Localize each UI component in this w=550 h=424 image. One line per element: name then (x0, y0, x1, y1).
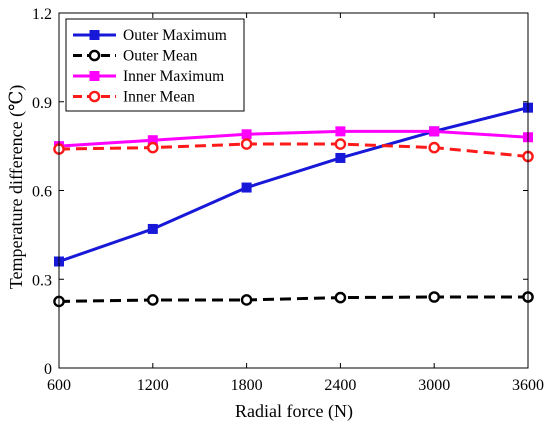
data-point (241, 129, 252, 140)
x-tick-label: 3600 (512, 377, 544, 394)
legend-marker (89, 30, 100, 40)
data-point (240, 294, 253, 306)
data-point (240, 138, 253, 150)
x-axis-title: Radial force (N) (235, 401, 353, 422)
x-tick-label: 3000 (418, 377, 450, 394)
data-point (334, 291, 347, 304)
data-point (146, 141, 159, 154)
legend-label: Outer Maximum (123, 27, 227, 44)
data-point (146, 294, 159, 306)
y-tick-label: 0.3 (32, 272, 52, 289)
legend-label: Inner Maximum (123, 68, 224, 85)
data-point (335, 126, 346, 137)
data-point (241, 182, 252, 193)
legend-label: Inner Mean (123, 89, 195, 106)
x-tick-label: 1800 (231, 377, 263, 394)
y-tick-label: 0 (44, 361, 52, 378)
data-point (335, 152, 346, 163)
series-line (58, 129, 529, 148)
data-point (428, 141, 441, 154)
y-tick-label: 0.6 (32, 184, 52, 201)
tick-labels: 600 1200 1800 2400 3000 3600 0 0.3 0.6 0.9 1.2 (32, 6, 544, 394)
data-point (429, 126, 440, 137)
legend-marker (88, 90, 101, 103)
x-tick-label: 2400 (324, 377, 356, 394)
y-tick-label: 0.9 (32, 95, 52, 112)
data-point (334, 138, 347, 150)
data-point (428, 291, 441, 303)
legend: Outer Maximum Outer Mean Inner Maximum Inne… (65, 18, 245, 112)
axes-frame (58, 12, 529, 369)
x-tick-label: 1200 (137, 377, 169, 394)
legend-marker (89, 71, 100, 81)
series-line (58, 295, 528, 303)
series-line (58, 106, 529, 263)
x-tick-label: 600 (47, 377, 71, 394)
series-line (58, 142, 529, 158)
y-tick-label: 1.2 (32, 6, 52, 23)
y-axis-title: Temperature difference (℃) (6, 85, 27, 289)
legend-label: Outer Mean (123, 48, 198, 65)
legend-marker (88, 49, 101, 62)
data-point (147, 223, 158, 234)
